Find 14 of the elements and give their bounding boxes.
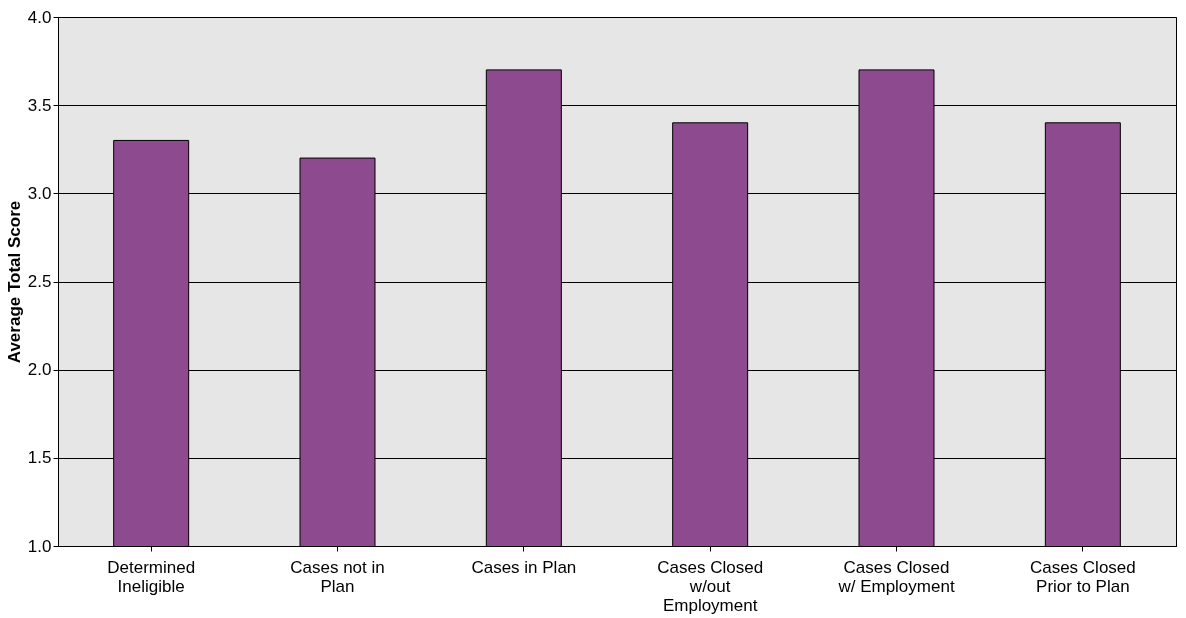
y-tick-label: 2.0 xyxy=(27,360,52,380)
x-tick-label: Cases Closed w/out Employment xyxy=(657,557,764,615)
y-tick-label: 4.0 xyxy=(27,7,52,27)
x-tick-label: Cases Closed Prior to Plan xyxy=(1029,557,1136,596)
x-tick-label: Determined Ineligible xyxy=(107,557,196,596)
y-tick-label: 3.5 xyxy=(27,95,52,115)
y-tick-label: 1.0 xyxy=(27,536,52,556)
y-tick-label: 1.5 xyxy=(27,448,52,468)
x-tick-label: Cases Closed w/ Employment xyxy=(837,557,955,596)
y-tick-label: 3.0 xyxy=(27,183,52,203)
y-tick-label: 2.5 xyxy=(27,272,52,291)
y-axis-title: Average Total Score xyxy=(4,200,24,364)
x-tick-label: Cases not in Plan xyxy=(290,557,385,596)
x-tick-label: Cases in Plan xyxy=(471,557,577,577)
